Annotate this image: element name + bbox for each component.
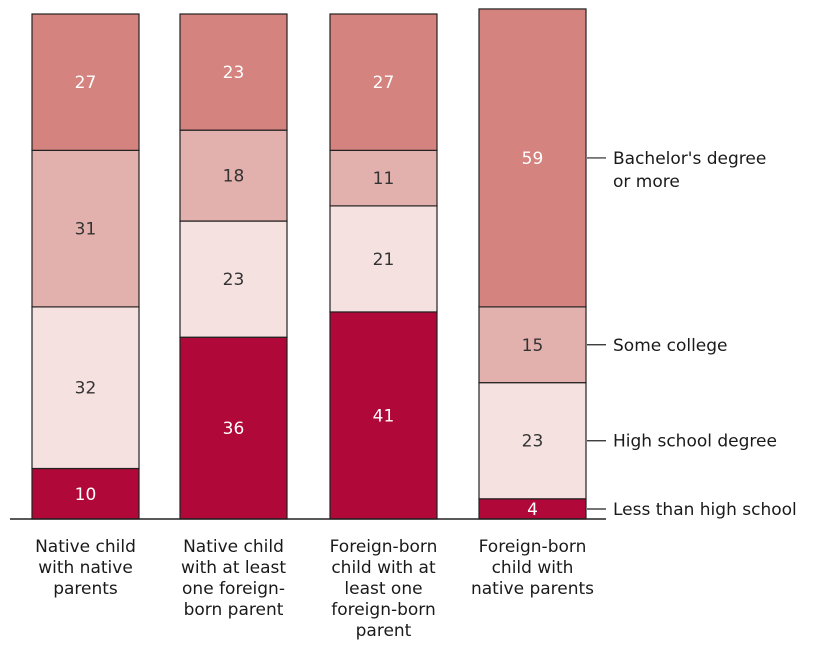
value-label-bachelor-s-degree-or-more-4: 59 bbox=[522, 149, 544, 169]
bar-segment-high-school-degree-4 bbox=[478, 382, 587, 500]
legend: Less than high school High school degree S… bbox=[587, 149, 797, 520]
value-label-some-college-1: 31 bbox=[75, 220, 97, 240]
category-label-4-line-1: Foreign-born bbox=[479, 537, 587, 557]
value-label-bachelor-s-degree-or-more-3: 27 bbox=[373, 73, 395, 93]
category-label-2-line-4: born parent bbox=[184, 600, 284, 620]
category-label-2-line-1: Native child bbox=[183, 537, 284, 557]
value-label-bachelor-s-degree-or-more-2: 23 bbox=[223, 63, 245, 83]
bar-segment-some-college-4 bbox=[478, 306, 587, 384]
bar-segment-less-than-high-school-1 bbox=[31, 467, 140, 520]
bar-segment-bachelor-s-degree-or-more-3 bbox=[329, 13, 438, 151]
bar-segment-bachelor-s-degree-or-more-2 bbox=[179, 13, 288, 131]
value-label-some-college-3: 11 bbox=[373, 169, 395, 189]
bar-segment-high-school-degree-1 bbox=[31, 306, 140, 470]
value-label-less-than-high-school-2: 36 bbox=[223, 419, 245, 439]
value-label-high-school-degree-1: 32 bbox=[75, 379, 97, 399]
value-label-high-school-degree-3: 21 bbox=[373, 250, 395, 270]
legend-label-some-college-line-1: Some college bbox=[613, 336, 728, 356]
category-label-3-line-4: foreign-born bbox=[331, 600, 436, 620]
category-label-4-line-3: native parents bbox=[471, 579, 594, 599]
category-label-2-line-3: one foreign- bbox=[182, 579, 285, 599]
value-label-some-college-2: 18 bbox=[223, 167, 245, 187]
bar-segment-some-college-3 bbox=[329, 149, 438, 207]
legend-label-bachelor-s-degree-or-more-line-1: Bachelor's degree bbox=[613, 149, 766, 169]
legend-label-bachelor-s-degree-or-more-line-2: or more bbox=[613, 172, 680, 192]
category-label-3-line-1: Foreign-born bbox=[330, 537, 438, 557]
bar-segment-bachelor-s-degree-or-more-1 bbox=[31, 13, 140, 151]
legend-label-high-school-degree-line-1: High school degree bbox=[613, 432, 777, 452]
value-label-bachelor-s-degree-or-more-1: 27 bbox=[75, 73, 97, 93]
value-labels: 10 32 31 27 36 23 18 23 41 21 11 27 4 23 15 59 bbox=[75, 63, 544, 520]
category-label-3-line-2: child with at bbox=[331, 558, 436, 578]
value-label-high-school-degree-2: 23 bbox=[223, 270, 245, 290]
category-label-1-line-3: parents bbox=[53, 579, 118, 599]
legend-label-less-than-high-school-line-1: Less than high school bbox=[613, 500, 797, 520]
value-label-less-than-high-school-3: 41 bbox=[373, 406, 395, 426]
value-label-less-than-high-school-1: 10 bbox=[75, 485, 97, 505]
value-label-some-college-4: 15 bbox=[522, 336, 544, 356]
bar-segment-bachelor-s-degree-or-more-4 bbox=[478, 8, 587, 308]
bar-segment-less-than-high-school-2 bbox=[179, 336, 288, 520]
value-label-less-than-high-school-4: 4 bbox=[527, 500, 538, 520]
bar-segment-high-school-degree-3 bbox=[329, 205, 438, 313]
category-label-1-line-1: Native child bbox=[35, 537, 136, 557]
category-label-2-line-2: with at least bbox=[181, 558, 286, 578]
value-label-high-school-degree-4: 23 bbox=[522, 432, 544, 452]
category-label-1-line-2: with native bbox=[38, 558, 133, 578]
bar-segment-some-college-2 bbox=[179, 129, 288, 222]
bars bbox=[31, 8, 587, 520]
category-label-4-line-2: child with bbox=[492, 558, 574, 578]
category-label-3-line-3: least one bbox=[344, 579, 422, 599]
bar-segment-high-school-degree-2 bbox=[179, 220, 288, 338]
category-label-3-line-5: parent bbox=[356, 621, 412, 641]
